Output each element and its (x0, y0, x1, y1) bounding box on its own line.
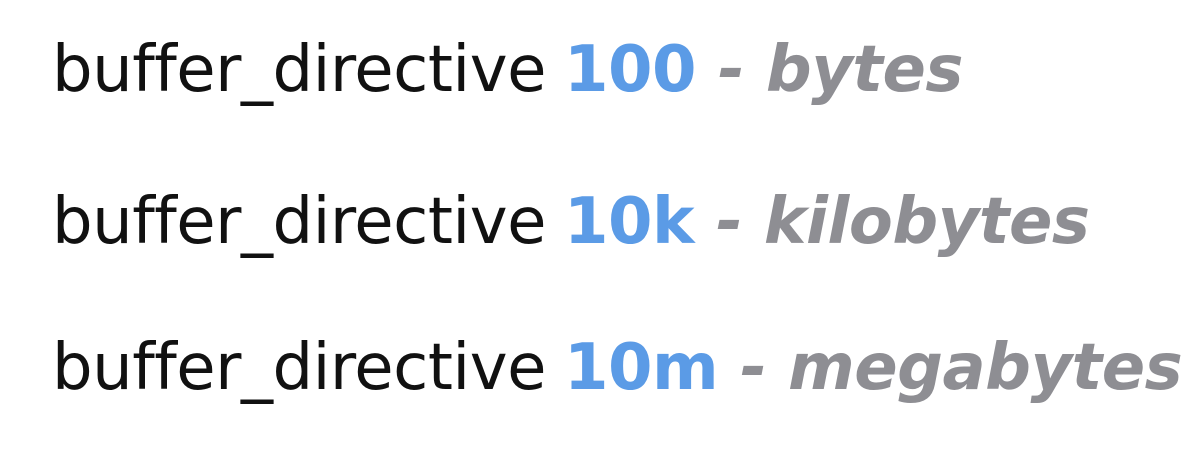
directive-unit: - bytes (718, 33, 963, 107)
directive-value: 10k (563, 185, 695, 259)
directive-value: 100 (563, 33, 697, 107)
directive-keyword: buffer_directive (52, 331, 546, 405)
directive-keyword: buffer_directive (52, 185, 546, 259)
directive-unit: - kilobytes (716, 185, 1090, 259)
directive-value: 10m (563, 331, 719, 405)
directive-line-megabytes: buffer_directive 10m - megabytes (52, 336, 1183, 400)
directive-keyword: buffer_directive (52, 33, 546, 107)
directive-line-bytes: buffer_directive 100- bytes (52, 38, 963, 102)
directive-line-kilobytes: buffer_directive 10k - kilobytes (52, 190, 1090, 254)
directive-unit: - megabytes (740, 331, 1183, 405)
